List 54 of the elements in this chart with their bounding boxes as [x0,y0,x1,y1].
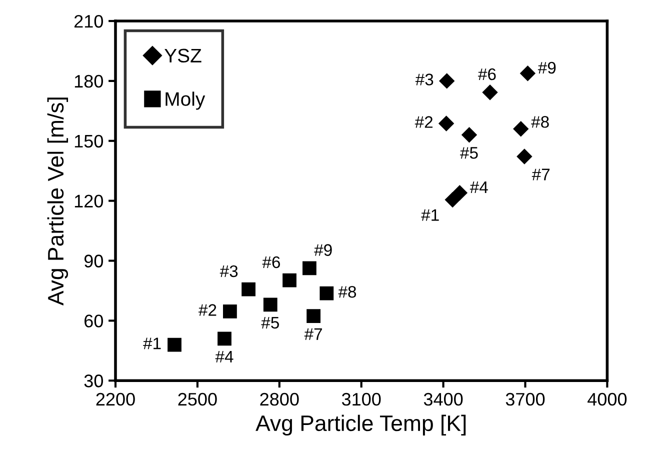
y-tick-label: 150 [74,134,103,148]
point [282,273,296,288]
point [263,298,278,312]
point [516,148,532,164]
annotation: #1 [421,209,439,221]
annotation: #5 [261,316,279,329]
y-axis-title: Avg Particle Vel [m/s] [47,98,68,306]
point [223,304,237,318]
annotation: #4 [215,350,234,362]
x-axis-title: Avg Particle Temp [K] [256,414,466,436]
x-tick-label: 2800 [260,392,299,406]
y-tick-label: 210 [74,14,103,28]
point [302,261,316,276]
x-tick-label: 2200 [96,392,135,406]
y-tick-label: 90 [84,254,103,268]
annotation: #9 [538,62,556,74]
x-tick-label: 3400 [424,392,463,406]
point [482,84,498,100]
point [513,121,528,136]
annotation: #6 [478,68,496,80]
annotation: #2 [198,304,216,316]
annotation: #9 [314,244,332,256]
y-tick-label: 30 [84,374,103,388]
annotation: #5 [460,147,478,159]
annotation: #4 [470,181,488,193]
annotation: #7 [532,168,550,180]
annotation: #2 [414,116,433,128]
point [438,116,454,132]
point [168,338,182,352]
annotation: #6 [262,256,280,268]
point [452,185,468,200]
x-tick-label: 3700 [506,392,545,406]
annotation: #7 [304,328,322,340]
point [462,127,477,142]
annotation: #3 [415,74,434,86]
y-tick-label: 60 [84,314,103,328]
point [320,286,334,300]
y-tick-label: 120 [74,194,103,208]
x-tick-label: 4000 [588,392,627,406]
y-tick-label: 180 [74,74,103,88]
annotation: #3 [220,265,238,278]
point [218,332,232,346]
annotation: #8 [338,286,356,298]
legend-label: YSZ [164,48,202,63]
annotation: #8 [531,116,549,128]
point [445,192,460,208]
point [520,66,536,81]
x-tick-label: 3100 [342,392,381,406]
point [439,73,454,89]
annotation: #1 [143,338,161,350]
legend-label: Moly [166,92,206,110]
point [242,282,256,296]
point [306,309,320,324]
x-tick-label: 2500 [178,392,217,406]
